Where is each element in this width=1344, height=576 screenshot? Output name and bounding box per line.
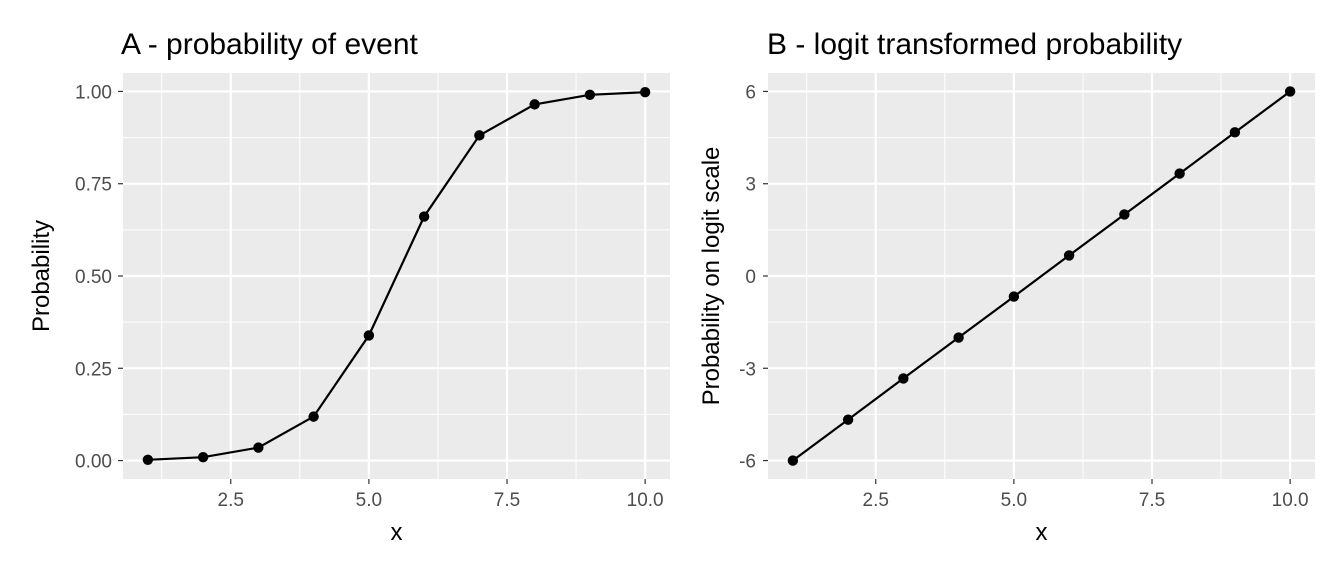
panel-b: 2.5 5.0 7.5 10.0 -6 -3 0 3 6 B - logit transforme… xyxy=(698,28,1315,546)
y-tick-label: 6 xyxy=(745,82,756,103)
y-tick-label: 0 xyxy=(745,267,756,288)
x-tick-label: 7.5 xyxy=(494,490,520,511)
y-tick-label: 0.00 xyxy=(75,452,112,473)
data-point xyxy=(253,442,264,453)
data-point xyxy=(1008,291,1020,302)
x-tick-label: 10.0 xyxy=(1272,490,1309,511)
data-point xyxy=(418,211,430,222)
data-point xyxy=(474,130,485,141)
x-tick-label: 5.0 xyxy=(1001,490,1027,511)
x-axis-title: x xyxy=(1036,519,1048,546)
series-line xyxy=(147,91,646,461)
data-point xyxy=(787,455,799,466)
x-axis-title: x xyxy=(391,519,403,546)
data-point xyxy=(363,330,375,341)
data-point xyxy=(639,86,651,98)
y-tick-label: 0.25 xyxy=(75,359,112,380)
panel-a: 2.5 5.0 7.5 10.0 0.00 0.25 0.50 0.75 1.00 A - pro… xyxy=(28,28,670,546)
data-point xyxy=(584,89,596,100)
data-point xyxy=(308,411,319,422)
x-tick-label: 5.0 xyxy=(356,490,382,511)
data-point xyxy=(953,332,964,343)
data-point xyxy=(842,414,854,425)
data-point xyxy=(1174,168,1185,179)
y-tick-label: -3 xyxy=(739,359,756,380)
x-tick-label: 10.0 xyxy=(627,490,664,511)
data-point xyxy=(1284,86,1296,97)
y-tick-label: 3 xyxy=(745,175,756,196)
data-point xyxy=(1229,127,1241,138)
y-tick-label: 1.00 xyxy=(75,82,112,103)
chart-title: B - logit transformed probability xyxy=(767,28,1182,61)
x-tick-label: 2.5 xyxy=(218,490,244,511)
data-point xyxy=(142,454,154,466)
series-line xyxy=(792,90,1291,462)
x-tick-label: 2.5 xyxy=(863,490,889,511)
y-tick-label: -6 xyxy=(739,452,756,473)
data-point xyxy=(197,452,209,463)
data-point xyxy=(898,373,909,384)
y-tick-label: 0.50 xyxy=(75,267,112,288)
y-tick-label: 0.75 xyxy=(75,175,112,196)
data-point xyxy=(1063,250,1075,261)
data-point xyxy=(1119,209,1130,220)
y-axis-title: Probability xyxy=(28,220,55,332)
chart-title: A - probability of event xyxy=(121,28,419,61)
y-axis-title: Probability on logit scale xyxy=(698,147,725,406)
data-point xyxy=(529,99,540,110)
x-tick-label: 7.5 xyxy=(1139,490,1165,511)
